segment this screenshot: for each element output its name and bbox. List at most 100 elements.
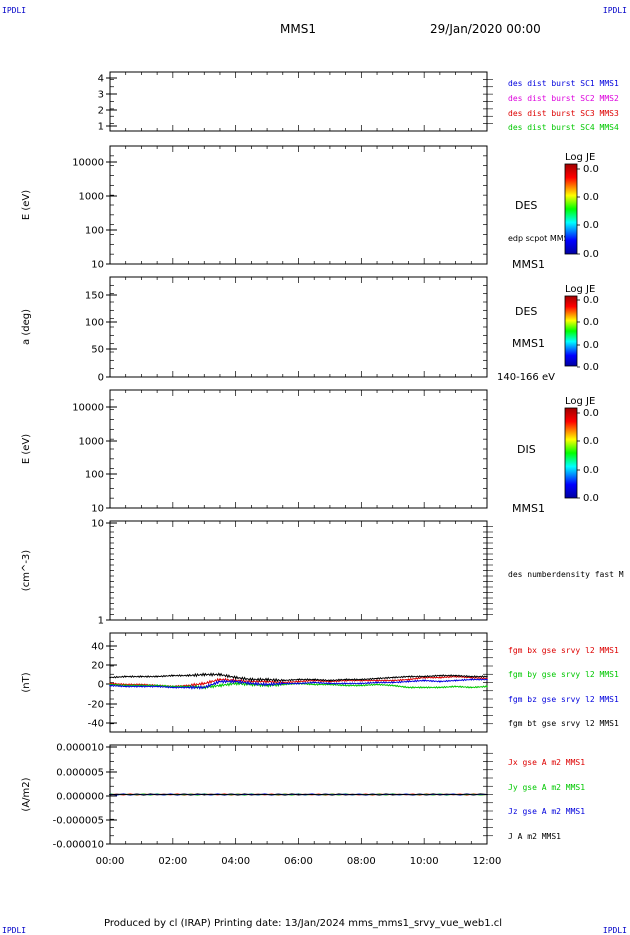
y-tick-label: 0 bbox=[98, 680, 104, 691]
y-axis-label: E (eV) bbox=[21, 190, 32, 220]
y-tick-label: -40 bbox=[88, 719, 104, 730]
y-tick-label: 100 bbox=[85, 470, 104, 481]
spacecraft-title: MMS1 bbox=[280, 22, 316, 36]
data-point bbox=[234, 680, 237, 683]
data-point bbox=[470, 686, 473, 689]
corner-label-bottom-right: IPDLI bbox=[602, 926, 627, 935]
colorbar-tick-label: 0.0 bbox=[583, 340, 599, 351]
y-tick-label: 0.000005 bbox=[56, 768, 104, 779]
data-point bbox=[486, 675, 488, 678]
y-tick-label: 10 bbox=[91, 504, 104, 515]
data-point bbox=[219, 678, 221, 681]
data-point bbox=[203, 793, 206, 796]
data-point bbox=[454, 674, 457, 677]
y-tick-label: 100 bbox=[85, 318, 104, 329]
y-tick-label: 10000 bbox=[72, 158, 104, 169]
data-point bbox=[187, 674, 190, 677]
y-tick-label: -20 bbox=[88, 700, 104, 711]
y-axis-label: (nT) bbox=[21, 672, 32, 692]
y-axis-label: a (deg) bbox=[21, 309, 32, 345]
data-point bbox=[344, 684, 347, 687]
data-point bbox=[109, 676, 111, 679]
data-point bbox=[423, 686, 425, 689]
colorbar-title: Log JE bbox=[565, 396, 595, 407]
legend-entry: des dist burst SC3 MMS3 bbox=[508, 109, 619, 118]
data-point bbox=[391, 684, 394, 687]
panel-frame-p3 bbox=[109, 276, 488, 378]
legend-entry: fgm bt gse srvy l2 MMS1 bbox=[508, 719, 619, 728]
panel-frame-p6 bbox=[109, 632, 488, 733]
side-label: MMS1 bbox=[512, 258, 545, 271]
data-point bbox=[407, 675, 410, 678]
corner-label-bottom-left: IPDLI bbox=[2, 926, 27, 935]
data-point bbox=[391, 793, 394, 796]
data-point bbox=[391, 679, 394, 682]
data-point bbox=[297, 678, 300, 681]
data-point bbox=[297, 680, 300, 683]
data-point bbox=[124, 675, 127, 678]
data-point bbox=[140, 675, 143, 678]
data-point bbox=[281, 682, 284, 685]
data-point bbox=[470, 675, 473, 678]
colorbar-title: Log JE bbox=[565, 284, 595, 295]
data-point bbox=[203, 686, 206, 689]
y-tick-label: 1 bbox=[98, 122, 104, 133]
colorbar-tick-label: 0.0 bbox=[583, 220, 599, 231]
side-label: DIS bbox=[517, 443, 536, 456]
data-point bbox=[234, 682, 237, 685]
y-tick-label: 3 bbox=[98, 90, 104, 101]
data-point bbox=[376, 679, 378, 682]
data-point bbox=[376, 681, 378, 684]
y-tick-label: 100 bbox=[85, 226, 104, 237]
y-tick-label: -0.000005 bbox=[53, 816, 104, 827]
data-point bbox=[423, 675, 425, 678]
y-tick-label: 0 bbox=[98, 373, 104, 384]
series-j-a-m2-mms1 bbox=[109, 793, 488, 796]
colorbar-tick-label: 0.0 bbox=[583, 362, 599, 373]
data-point bbox=[423, 679, 425, 682]
series-fgm-bt-gse-srvy-l2-mms1 bbox=[109, 672, 488, 683]
data-point bbox=[172, 686, 174, 689]
data-point bbox=[470, 678, 473, 681]
y-tick-label: 50 bbox=[91, 345, 104, 356]
colorbar-tick-label: 0.0 bbox=[583, 192, 599, 203]
data-point bbox=[156, 675, 158, 678]
data-point bbox=[329, 679, 331, 682]
data-point bbox=[172, 674, 174, 677]
colorbar-tick-label: 0.0 bbox=[583, 436, 599, 447]
y-tick-label: 10 bbox=[91, 260, 104, 271]
colorbar-tick-label: 0.0 bbox=[583, 465, 599, 476]
legend-entry: Jy gse A m2 MMS1 bbox=[508, 783, 585, 792]
colorbar-tick-label: 0.0 bbox=[583, 164, 599, 175]
data-point bbox=[407, 686, 410, 689]
side-label: DES bbox=[515, 305, 537, 318]
time-tick-label: 02:00 bbox=[158, 856, 187, 867]
data-point bbox=[344, 682, 347, 685]
data-point bbox=[439, 676, 441, 679]
data-point bbox=[203, 673, 206, 676]
data-point bbox=[219, 673, 221, 676]
y-tick-label: 1000 bbox=[79, 192, 104, 203]
colorbar-title: Log JE bbox=[565, 152, 595, 163]
y-tick-label: 10 bbox=[91, 519, 104, 530]
y-axis-label: E (eV) bbox=[21, 434, 32, 464]
side-label: MMS1 bbox=[512, 337, 545, 350]
data-point bbox=[219, 680, 221, 683]
legend-entry: fgm bz gse srvy l2 MMS1 bbox=[508, 695, 619, 704]
legend-entry: des dist burst SC2 MMS2 bbox=[508, 94, 619, 103]
y-tick-label: 40 bbox=[91, 642, 104, 653]
time-tick-label: 04:00 bbox=[221, 856, 250, 867]
y-axis-label: (A/m2) bbox=[21, 777, 32, 811]
y-tick-label: 150 bbox=[85, 291, 104, 302]
data-point bbox=[360, 684, 363, 687]
side-label: DES bbox=[515, 199, 537, 212]
time-tick-label: 06:00 bbox=[284, 856, 313, 867]
data-point bbox=[313, 681, 316, 684]
data-point bbox=[313, 683, 316, 686]
data-point bbox=[439, 674, 441, 677]
data-point bbox=[407, 680, 410, 683]
data-point bbox=[313, 678, 316, 681]
data-point bbox=[454, 679, 457, 682]
datetime-title: 29/Jan/2020 00:00 bbox=[430, 22, 541, 36]
